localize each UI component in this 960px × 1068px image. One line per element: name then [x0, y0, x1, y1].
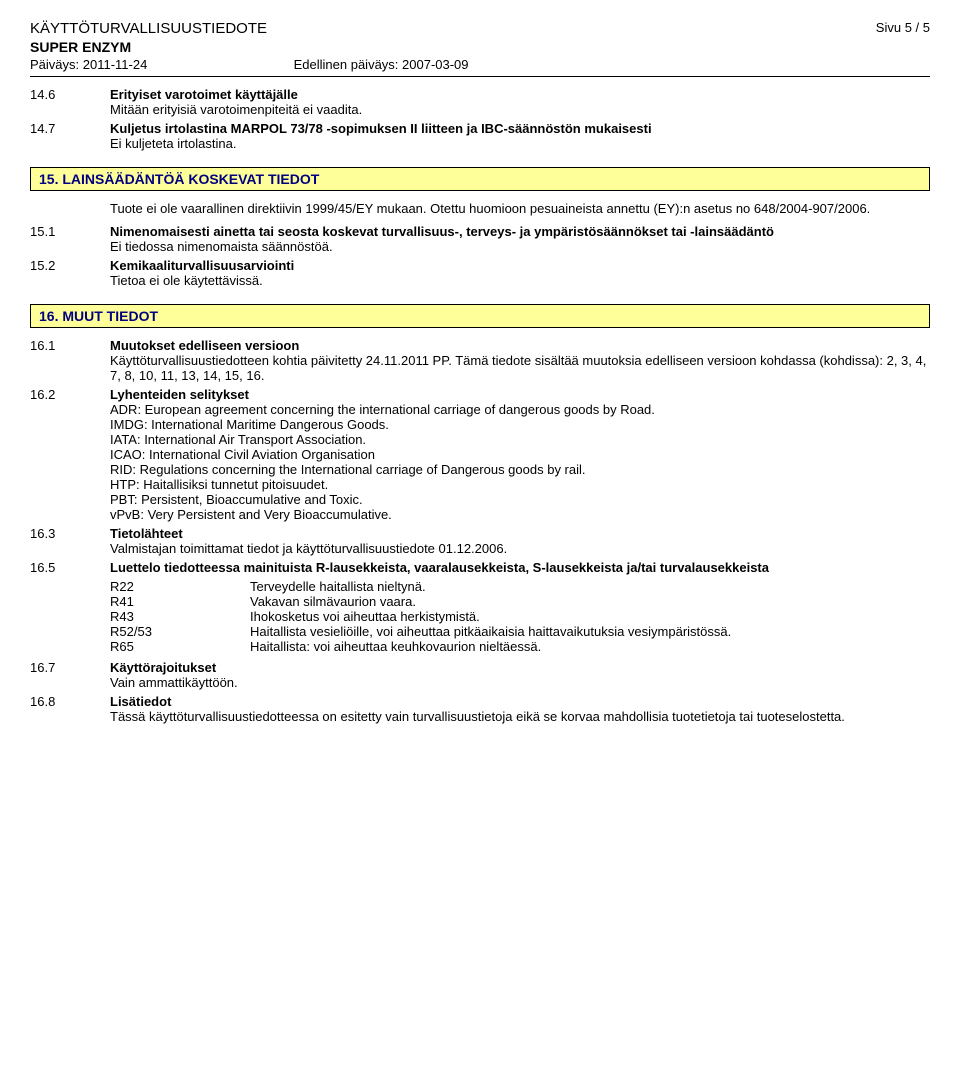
product-name: SUPER ENZYM: [30, 39, 930, 55]
section-num-16-2: 16.2: [30, 387, 110, 522]
section-title-16-7: Käyttörajoitukset: [110, 660, 930, 675]
section-body-16-1: Käyttöturvallisuustiedotteen kohtia päiv…: [110, 353, 930, 383]
section-body-16-8: Tässä käyttöturvallisuustiedotteessa on …: [110, 709, 930, 724]
abbrev-line-7: vPvB: Very Persistent and Very Bioaccumu…: [110, 507, 930, 522]
r-code-2: R43: [110, 609, 250, 624]
date-label: Päiväys: 2011-11-24: [30, 57, 290, 72]
section-body-15-1: Ei tiedossa nimenomaista säännöstöä.: [110, 239, 930, 254]
section-15-intro: Tuote ei ole vaarallinen direktiivin 199…: [110, 201, 930, 216]
section-num-16-7: 16.7: [30, 660, 110, 690]
abbrev-line-6: PBT: Persistent, Bioaccumulative and Tox…: [110, 492, 930, 507]
section-num-15-1: 15.1: [30, 224, 110, 254]
section-num-16-3: 16.3: [30, 526, 110, 556]
r-text-2: Ihokosketus voi aiheuttaa herkistymistä.: [250, 609, 930, 624]
header-divider: [30, 76, 930, 77]
section-title-15-1: Nimenomaisesti ainetta tai seosta koskev…: [110, 224, 930, 239]
section-heading-16: 16. MUUT TIEDOT: [30, 304, 930, 328]
section-num-16-8: 16.8: [30, 694, 110, 724]
r-code-4: R65: [110, 639, 250, 654]
section-title-14-7: Kuljetus irtolastina MARPOL 73/78 -sopim…: [110, 121, 930, 136]
section-title-16-8: Lisätiedot: [110, 694, 930, 709]
section-num-14-7: 14.7: [30, 121, 110, 151]
abbrev-line-3: ICAO: International Civil Aviation Organ…: [110, 447, 930, 462]
section-body-16-3: Valmistajan toimittamat tiedot ja käyttö…: [110, 541, 930, 556]
r-text-4: Haitallista: voi aiheuttaa keuhkovaurion…: [250, 639, 930, 654]
r-code-3: R52/53: [110, 624, 250, 639]
abbrev-line-2: IATA: International Air Transport Associ…: [110, 432, 930, 447]
section-body-14-7: Ei kuljeteta irtolastina.: [110, 136, 930, 151]
section-num-16-5: 16.5: [30, 560, 110, 575]
page-number: Sivu 5 / 5: [876, 20, 930, 35]
r-text-1: Vakavan silmävaurion vaara.: [250, 594, 930, 609]
abbrev-line-0: ADR: European agreement concerning the i…: [110, 402, 930, 417]
r-text-0: Terveydelle haitallista nieltynä.: [250, 579, 930, 594]
section-title-15-2: Kemikaaliturvallisuusarviointi: [110, 258, 930, 273]
section-heading-15: 15. LAINSÄÄDÄNTÖÄ KOSKEVAT TIEDOT: [30, 167, 930, 191]
abbrev-line-5: HTP: Haitallisiksi tunnetut pitoisuudet.: [110, 477, 930, 492]
r-code-1: R41: [110, 594, 250, 609]
section-num-16-1: 16.1: [30, 338, 110, 383]
section-num-15-2: 15.2: [30, 258, 110, 288]
section-body-15-2: Tietoa ei ole käytettävissä.: [110, 273, 930, 288]
section-title-14-6: Erityiset varotoimet käyttäjälle: [110, 87, 930, 102]
section-body-14-6: Mitään erityisiä varotoimenpiteitä ei va…: [110, 102, 930, 117]
section-title-16-2: Lyhenteiden selitykset: [110, 387, 930, 402]
abbrev-line-1: IMDG: International Maritime Dangerous G…: [110, 417, 930, 432]
section-body-16-7: Vain ammattikäyttöön.: [110, 675, 930, 690]
prev-date-label: Edellinen päiväys: 2007-03-09: [294, 57, 469, 72]
doc-title: KÄYTTÖTURVALLISUUSTIEDOTE: [30, 20, 267, 37]
section-title-16-5: Luettelo tiedotteessa mainituista R-laus…: [110, 560, 930, 575]
r-code-0: R22: [110, 579, 250, 594]
section-title-16-3: Tietolähteet: [110, 526, 930, 541]
abbrev-line-4: RID: Regulations concerning the Internat…: [110, 462, 930, 477]
section-title-16-1: Muutokset edelliseen versioon: [110, 338, 930, 353]
section-num-14-6: 14.6: [30, 87, 110, 117]
r-text-3: Haitallista vesieliöille, voi aiheuttaa …: [250, 624, 930, 639]
